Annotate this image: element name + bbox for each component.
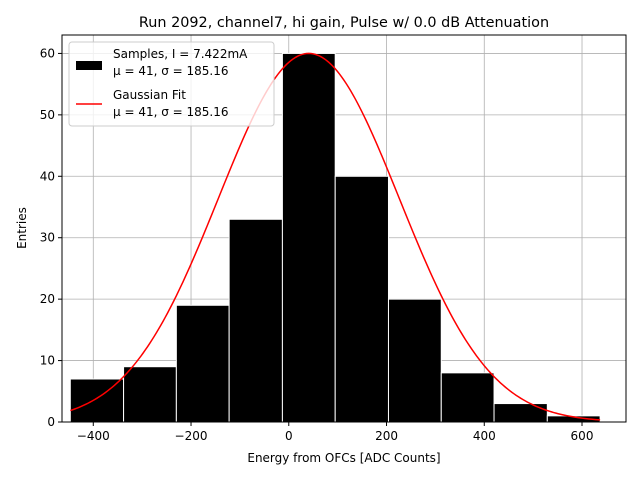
gaussian-fit-curve xyxy=(70,52,601,421)
histogram-bar-0 xyxy=(69,378,125,423)
histogram-bar-7 xyxy=(440,372,495,423)
y-axis-label: Entries xyxy=(15,207,29,249)
histogram-bar-6 xyxy=(387,298,442,423)
legend-fit-label: Gaussian Fit xyxy=(113,88,186,102)
chart-title: Run 2092, channel7, hi gain, Pulse w/ 0.… xyxy=(139,15,549,31)
x-tick-label: 200 xyxy=(375,429,398,443)
legend: Samples, I = 7.422mA μ = 41, σ = 185.16 … xyxy=(68,41,275,127)
bars xyxy=(69,52,601,423)
legend-fit-stats: μ = 41, σ = 185.16 xyxy=(113,105,229,119)
legend-samples-stats: μ = 41, σ = 185.16 xyxy=(113,64,229,78)
fit-curve-group xyxy=(70,52,601,421)
plot-frame xyxy=(61,34,627,423)
histogram-bar-5 xyxy=(334,175,389,423)
y-tick-label: 30 xyxy=(40,231,55,245)
histogram-bar-1 xyxy=(123,366,177,423)
axis-ticks: −400 −200 0 200 400 600 0 10 20 30 40 50 60 xyxy=(40,46,594,443)
histogram-bar-8 xyxy=(493,403,548,423)
legend-box xyxy=(68,41,275,127)
histogram-bar-2 xyxy=(175,304,230,423)
x-tick-label: 400 xyxy=(473,429,496,443)
x-axis-label: Energy from OFCs [ADC Counts] xyxy=(247,451,440,465)
x-tick-label: −200 xyxy=(175,429,208,443)
y-tick-label: 60 xyxy=(40,46,55,60)
histogram-bar-3 xyxy=(228,218,283,423)
y-tick-label: 50 xyxy=(40,108,55,122)
y-tick-label: 0 xyxy=(47,415,55,429)
y-tick-label: 20 xyxy=(40,292,55,306)
y-tick-label: 40 xyxy=(40,169,55,183)
x-tick-label: 600 xyxy=(571,429,594,443)
legend-swatch-samples xyxy=(76,61,102,70)
legend-samples-label: Samples, I = 7.422mA xyxy=(113,47,248,61)
histogram-bar-4 xyxy=(281,52,336,423)
x-tick-label: 0 xyxy=(285,429,293,443)
x-tick-label: −400 xyxy=(77,429,110,443)
y-tick-label: 10 xyxy=(40,354,55,368)
